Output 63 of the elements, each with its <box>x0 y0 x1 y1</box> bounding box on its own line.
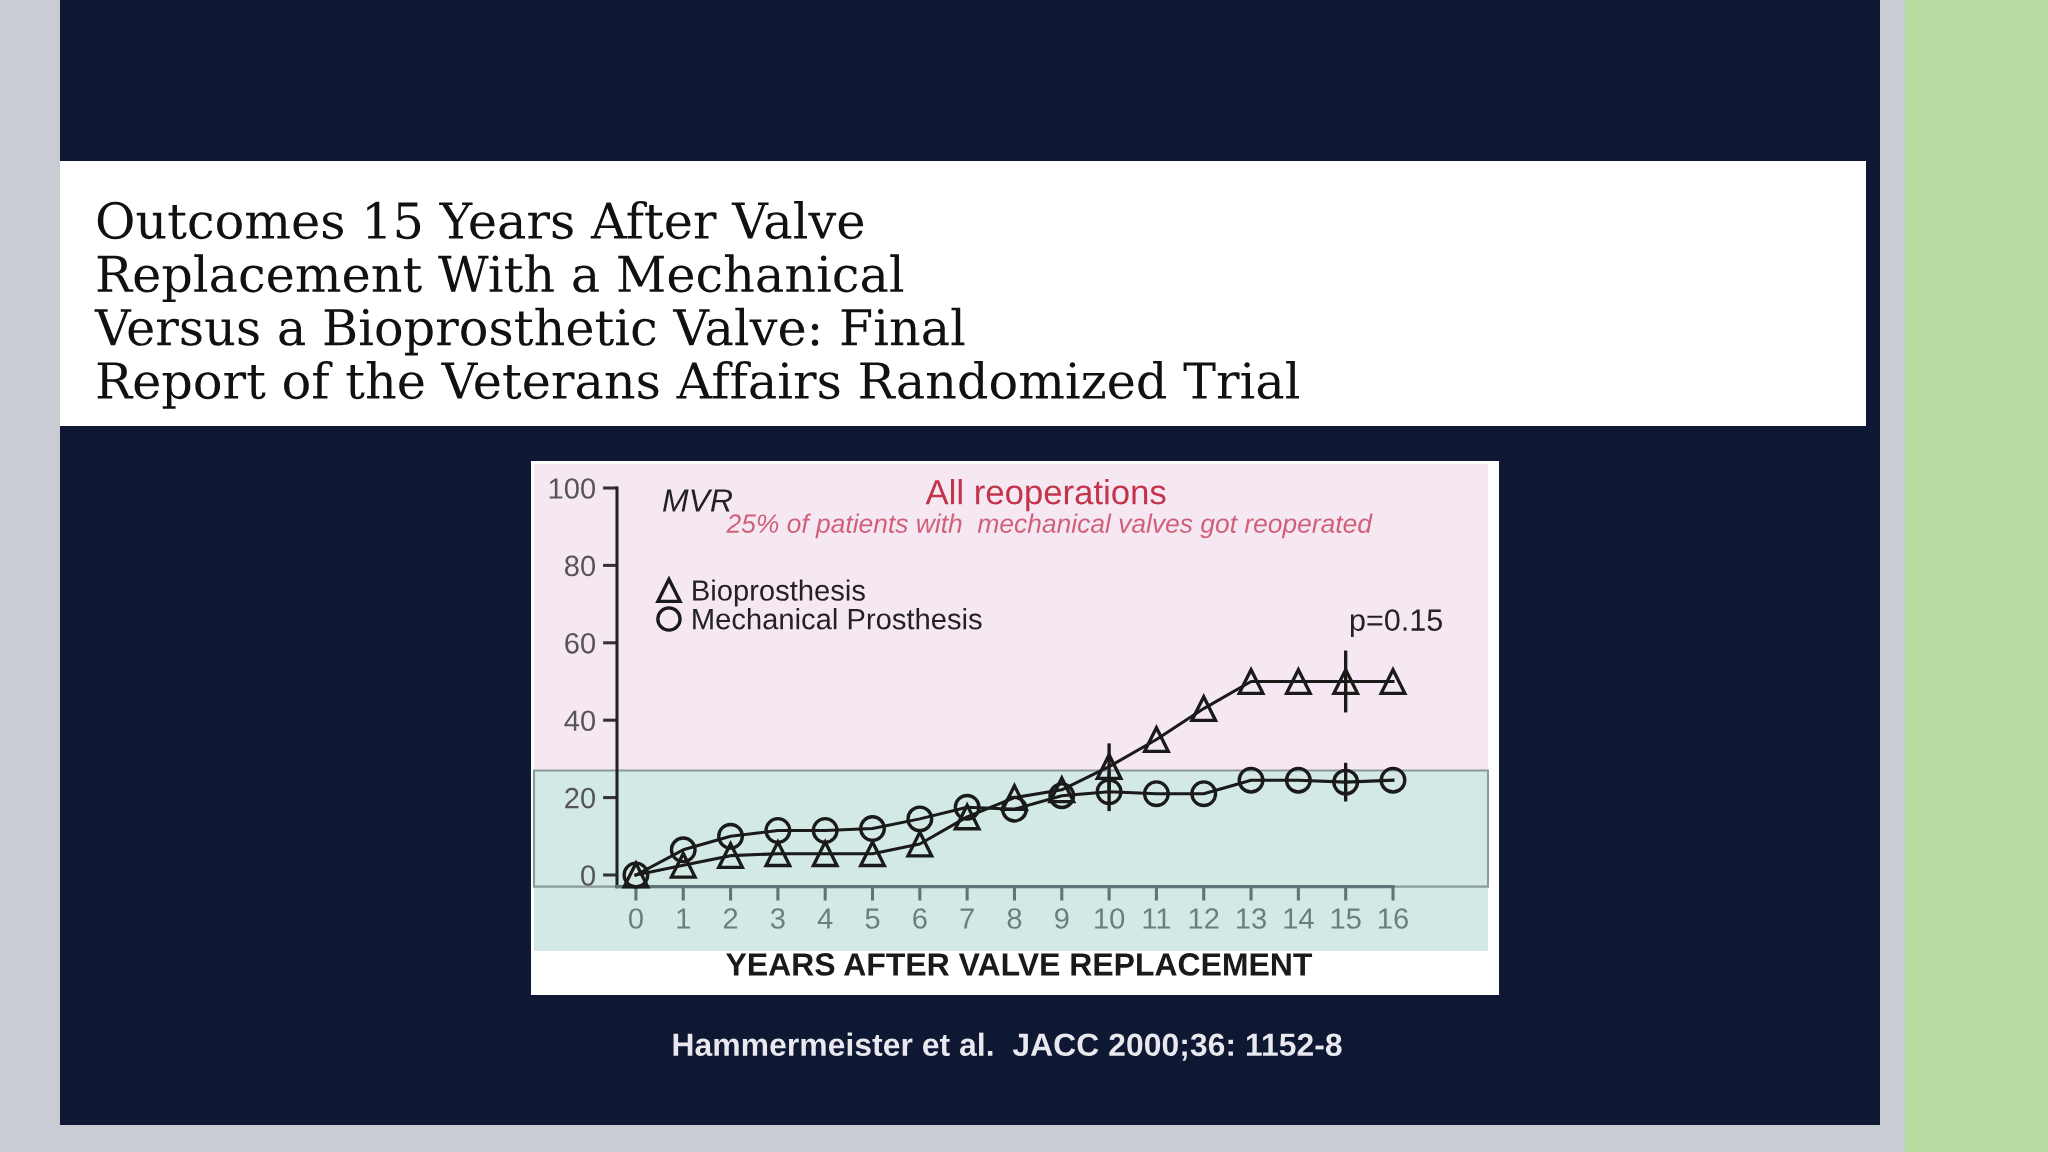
point <box>859 815 886 843</box>
y-tick-label: 0 <box>581 865 596 886</box>
x-tick-label: 7 <box>960 908 974 929</box>
point <box>1190 695 1218 723</box>
point <box>1379 766 1407 794</box>
annotation: p=0.15 <box>1350 609 1442 637</box>
x-tick-label: 6 <box>913 908 927 929</box>
x-tick-label: 8 <box>1007 908 1022 929</box>
x-tick-label: 3 <box>770 908 785 929</box>
annotation: MVR <box>662 489 733 512</box>
point <box>811 817 839 844</box>
x-tick-label: 11 <box>1143 908 1171 929</box>
legend-label: Bioprosthesis <box>693 579 865 607</box>
point <box>1000 784 1028 812</box>
x-tick-label: 4 <box>817 908 833 929</box>
x-tick-label: 0 <box>628 908 643 929</box>
point <box>1284 668 1312 695</box>
point <box>1284 766 1312 794</box>
point <box>1190 780 1218 808</box>
x-tick-label: 9 <box>1055 908 1069 929</box>
y-tick-label: 20 <box>565 787 596 809</box>
point <box>906 805 934 833</box>
point <box>669 851 697 879</box>
point <box>1142 780 1170 808</box>
point <box>1000 795 1028 823</box>
x-tick-label: 12 <box>1189 908 1219 929</box>
x-axis-title: YEARS AFTER VALVE REPLACEMENT <box>726 953 1313 976</box>
point <box>1237 668 1265 695</box>
chart-title: Outcomes 15 Years After Valve Replacement With a Mechanical Versus a Bioprosthetic Valve: Final Report of the Veterans Affairs Randomized Trial <box>94 201 1300 409</box>
y-tick-label: 60 <box>565 633 596 654</box>
x-tick-label: 5 <box>865 908 880 929</box>
y-tick-label: 40 <box>564 710 596 732</box>
point <box>1332 768 1360 796</box>
point <box>953 803 981 831</box>
point <box>811 840 839 868</box>
chart-subtitle: All reoperations <box>925 478 1166 512</box>
x-tick-label: 13 <box>1237 908 1266 929</box>
point <box>1379 668 1407 695</box>
point <box>669 836 697 864</box>
point <box>717 822 745 850</box>
point <box>764 840 792 868</box>
point <box>1142 726 1170 754</box>
x-tick-label: 2 <box>723 908 738 929</box>
y-tick-label: 80 <box>564 555 596 577</box>
x-tick-label: 10 <box>1095 908 1125 929</box>
text: Hammermeister et al. JACC 2000;36: 1152-8 <box>673 1032 1342 1061</box>
annotation: 25% of patients with mechanical valves got reoperated <box>726 513 1373 539</box>
x-tick-label: 1 <box>677 908 690 929</box>
point <box>1095 778 1123 806</box>
point <box>953 793 981 821</box>
x-tick-label: 14 <box>1284 908 1314 929</box>
point <box>1048 782 1076 810</box>
x-tick-label: 15 <box>1331 908 1361 929</box>
x-tick-label: 16 <box>1379 908 1408 929</box>
point <box>1048 776 1076 804</box>
y-tick-label: 100 <box>549 478 596 499</box>
point <box>1095 753 1123 781</box>
point <box>764 817 792 844</box>
point <box>717 842 745 870</box>
point <box>1237 766 1265 794</box>
legend-label: Mechanical Prosthesis <box>693 608 982 630</box>
point <box>1332 668 1360 695</box>
point <box>859 840 886 868</box>
